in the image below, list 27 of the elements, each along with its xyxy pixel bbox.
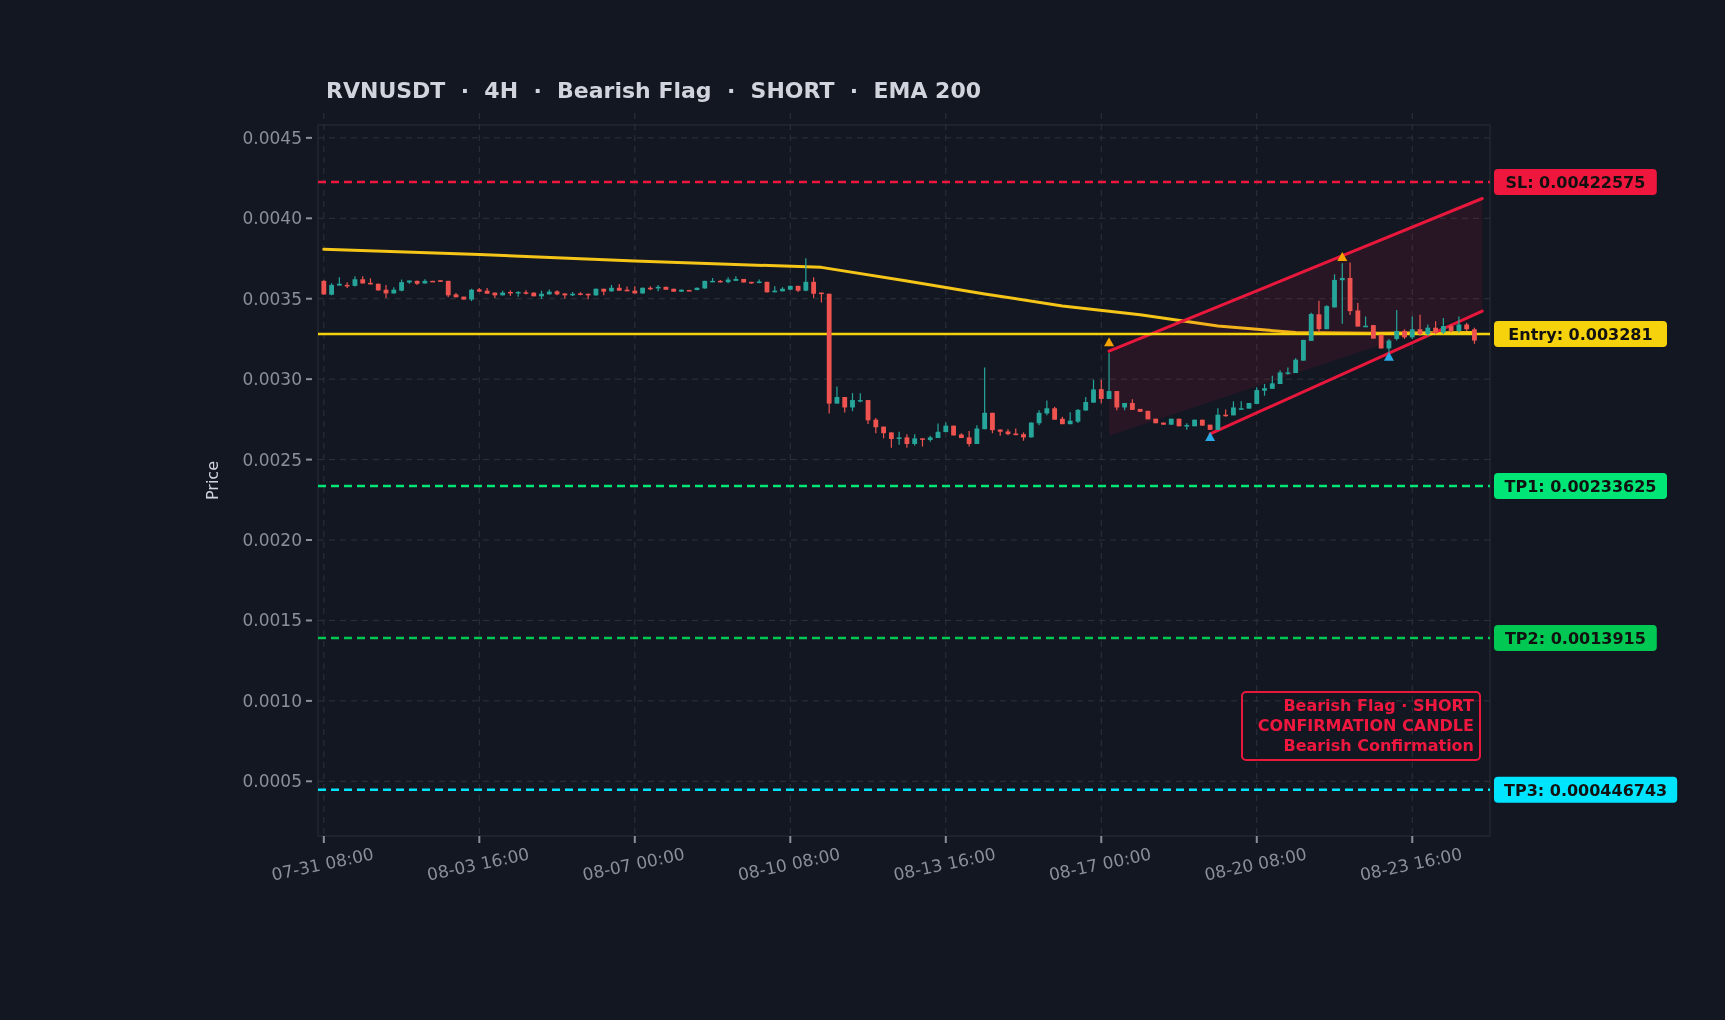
x-tick-label: 08-10 08:00 [736,843,842,885]
annotation: Bearish Confirmation [1283,736,1474,755]
y-tick-label: 0.0010 [242,690,302,711]
annotation: Bearish Flag · SHORT [1283,696,1475,715]
x-tick-label: 08-03 16:00 [425,843,531,885]
y-tick-label: 0.0045 [242,127,302,148]
ref-line-label: TP1: 0.00233625 [1504,476,1657,496]
y-tick-label: 0.0025 [242,449,302,470]
y-tick-label: 0.0005 [242,771,302,792]
x-tick-label: 08-07 00:00 [580,843,687,885]
y-tick-label: 0.0035 [242,288,302,309]
y-tick-label: 0.0030 [242,369,302,390]
x-tick-label: 08-17 00:00 [1047,843,1153,885]
y-tick-label: 0.0020 [242,530,302,551]
x-tick-label: 08-13 16:00 [891,843,998,885]
y-tick-label: 0.0015 [242,610,302,631]
chart-title: RVNUSDT · 4H · Bearish Flag · SHORT · EMA 200 [326,78,982,103]
annotation: CONFIRMATION CANDLE [1257,716,1474,735]
ref-line-label: TP2: 0.0013915 [1504,628,1646,648]
ref-line-label: SL: 0.00422575 [1505,172,1646,192]
x-tick-label: 08-20 08:00 [1202,843,1309,885]
y-tick-label: 0.0040 [242,208,302,229]
x-tick-label: 08-23 16:00 [1358,843,1464,885]
x-tick-label: 07-31 08:00 [269,843,376,885]
ref-line-label: Entry: 0.003281 [1508,324,1653,344]
y-axis-title: Price [203,460,222,501]
ref-line-label: TP3: 0.000446743 [1504,780,1668,800]
